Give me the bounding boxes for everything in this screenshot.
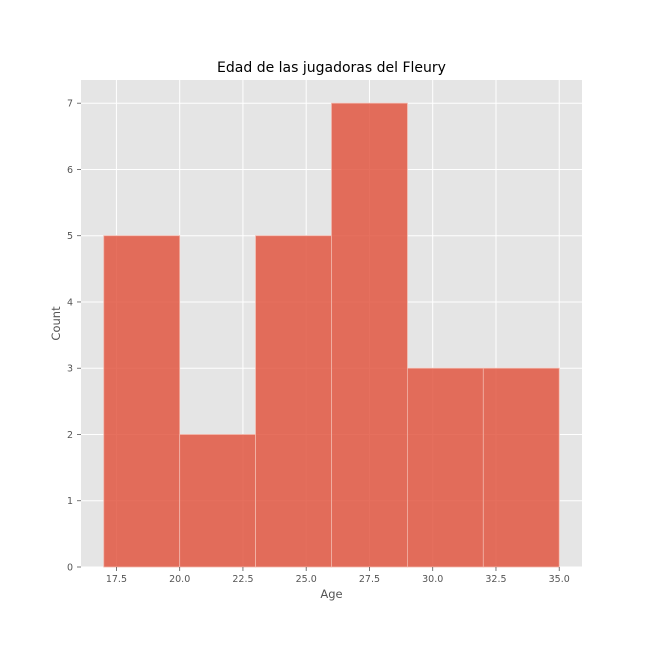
y-tick-label: 1 <box>67 496 73 507</box>
histogram-bar <box>482 367 560 568</box>
y-axis-label: Count <box>49 306 63 341</box>
x-tick-label: 32.5 <box>485 574 506 585</box>
histogram-bar <box>255 235 332 568</box>
chart-title: Edad de las jugadoras del Fleury <box>217 60 446 76</box>
x-tick-label: 17.5 <box>106 574 127 585</box>
x-axis-label: Age <box>320 587 342 601</box>
y-tick-label: 7 <box>67 99 73 110</box>
y-tick-label: 0 <box>67 563 73 574</box>
y-tick-label: 4 <box>67 297 73 308</box>
x-tick-label: 35.0 <box>549 574 570 585</box>
x-tick-label: 22.5 <box>232 574 253 585</box>
y-tick-label: 3 <box>67 364 73 375</box>
histogram-bars <box>103 102 560 568</box>
axis-ticks: 17.5 20.0 22.5 25.0 27.5 30.0 32.5 35.0 0 1 2 3 4 5 6 7 <box>67 99 570 585</box>
y-tick-label: 2 <box>67 430 73 441</box>
x-tick-label: 20.0 <box>169 574 190 585</box>
histogram-bar <box>103 235 181 568</box>
histogram-bar <box>331 102 408 568</box>
x-tick-label: 25.0 <box>296 574 317 585</box>
histogram-bar <box>179 434 256 568</box>
histogram-bar <box>407 367 484 568</box>
y-tick-label: 5 <box>67 231 73 242</box>
y-tick-label: 6 <box>67 165 73 176</box>
x-tick-label: 30.0 <box>422 574 443 585</box>
x-tick-label: 27.5 <box>359 574 380 585</box>
